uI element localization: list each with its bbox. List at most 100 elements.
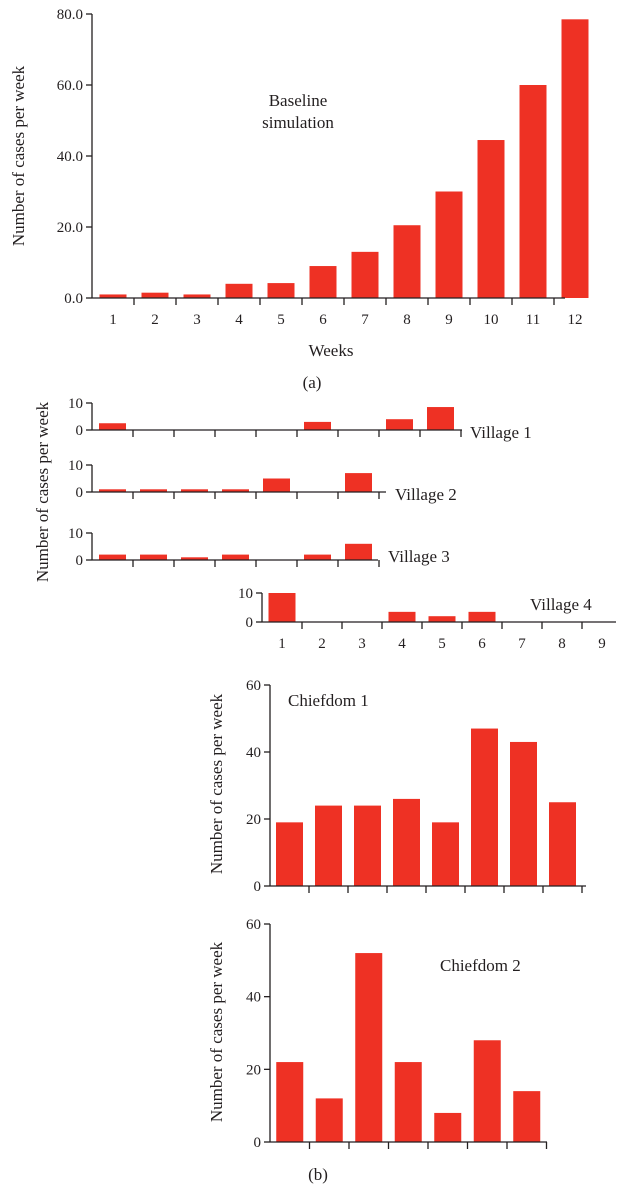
- baseline-y-tick-label-3: 60.0: [57, 78, 83, 94]
- village-2-bar-3: [181, 489, 208, 492]
- baseline-bar-11: [519, 85, 547, 298]
- chiefdom-1-y-tick-label-0: 0: [254, 879, 262, 895]
- village-1-bar-8: [386, 419, 413, 430]
- panel-b-label: (b): [308, 1165, 328, 1184]
- baseline-x-axis-label: Weeks: [309, 341, 354, 360]
- village-4-x-tick-label-2: 2: [318, 636, 326, 652]
- baseline-x-tick-label-3: 3: [193, 312, 201, 328]
- chiefdom-1-y-tick-label-2: 40: [246, 745, 261, 761]
- village-4-bar-6: [468, 611, 496, 622]
- village-4-y-tick-label-1: 10: [238, 586, 253, 602]
- baseline-y-tick-label-0: 0.0: [64, 291, 83, 307]
- baseline-y-tick-label-2: 40.0: [57, 149, 83, 165]
- chiefdom-2-bar-7: [513, 1091, 541, 1142]
- baseline-x-tick-label-1: 1: [109, 312, 117, 328]
- baseline-y-axis-label: Number of cases per week: [9, 65, 28, 246]
- village-3-y-tick-label-1: 10: [68, 526, 83, 542]
- village-2-bar-2: [140, 489, 167, 492]
- chiefdom-2-bar-2: [315, 1098, 343, 1142]
- village-1-y-tick-label-0: 0: [76, 423, 84, 439]
- baseline-x-tick-label-7: 7: [361, 312, 369, 328]
- village-4-bar-4: [388, 611, 416, 622]
- village-2-y-tick-label-0: 0: [76, 485, 84, 501]
- baseline-bar-12: [561, 19, 589, 298]
- baseline-x-tick-label-6: 6: [319, 312, 327, 328]
- baseline-x-tick-label-4: 4: [235, 312, 243, 328]
- village-4-x-tick-label-3: 3: [358, 636, 366, 652]
- baseline-bar-9: [435, 191, 463, 298]
- baseline-x-tick-label-12: 12: [568, 312, 583, 328]
- village-4-x-tick-label-4: 4: [398, 636, 406, 652]
- baseline-bar-8: [393, 225, 421, 298]
- village-4-x-tick-label-1: 1: [278, 636, 286, 652]
- chiefdom-1-bar-7: [510, 741, 537, 886]
- village-3-bar-2: [140, 554, 167, 560]
- chiefdom-2-y-tick-label-1: 20: [246, 1062, 261, 1078]
- chiefdom-1-annotation: Chiefdom 1: [288, 691, 369, 710]
- villages-y-axis-label: Number of cases per week: [33, 401, 52, 582]
- chiefdom-2-y-tick-label-2: 40: [246, 990, 261, 1006]
- village-2-bar-7: [345, 473, 372, 492]
- village-2-annotation: Village 2: [395, 485, 457, 504]
- baseline-bar-2: [141, 292, 169, 298]
- village-1-bar-9: [427, 407, 454, 430]
- village-3-bar-1: [99, 554, 126, 560]
- chiefdom-2-y-tick-label-3: 60: [246, 917, 261, 933]
- baseline-x-tick-label-11: 11: [526, 312, 540, 328]
- village-2-bar-5: [263, 478, 290, 492]
- chiefdom-1-bar-3: [354, 805, 381, 886]
- village-4-x-tick-label-7: 7: [518, 636, 526, 652]
- baseline-bar-4: [225, 283, 253, 298]
- village-3-y-tick-label-0: 0: [76, 553, 84, 569]
- chiefdom-1-bar-5: [432, 822, 459, 886]
- chiefdom-1-bar-4: [393, 798, 420, 886]
- village-1-y-tick-label-1: 10: [68, 396, 83, 412]
- chiefdom-2-bar-4: [394, 1062, 422, 1142]
- village-2-bar-4: [222, 489, 249, 492]
- village-1-annotation: Village 1: [470, 423, 532, 442]
- chiefdom-2-y-tick-label-0: 0: [254, 1135, 262, 1151]
- baseline-bar-1: [99, 294, 127, 298]
- panel-a-label: (a): [303, 373, 322, 392]
- baseline-y-tick-label-1: 20.0: [57, 220, 83, 236]
- village-2-bar-1: [99, 489, 126, 492]
- baseline-annotation: Baseline: [269, 91, 328, 110]
- village-2-y-tick-label-1: 10: [68, 458, 83, 474]
- chiefdom-1-y-tick-label-1: 20: [246, 812, 261, 828]
- baseline-x-tick-label-9: 9: [445, 312, 453, 328]
- baseline-annotation-1: simulation: [262, 113, 334, 132]
- village-3-annotation: Village 3: [388, 547, 450, 566]
- chiefdom-2-y-axis-label: Number of cases per week: [207, 941, 226, 1122]
- baseline-x-tick-label-8: 8: [403, 312, 411, 328]
- village-4-x-tick-label-6: 6: [478, 636, 486, 652]
- baseline-x-tick-label-2: 2: [151, 312, 159, 328]
- village-1-bar-1: [99, 423, 126, 430]
- baseline-bar-6: [309, 266, 337, 298]
- village-4-bar-5: [428, 616, 456, 622]
- chiefdom-1-y-axis-label: Number of cases per week: [207, 693, 226, 874]
- village-3-bar-4: [222, 554, 249, 560]
- village-4-y-tick-label-0: 0: [246, 615, 254, 631]
- baseline-bar-7: [351, 251, 379, 298]
- village-3-bar-6: [304, 554, 331, 560]
- village-1-bar-6: [304, 421, 331, 430]
- village-4-annotation: Village 4: [530, 595, 592, 614]
- baseline-bar-5: [267, 283, 295, 298]
- village-4-bar-1: [268, 593, 296, 622]
- baseline-bar-10: [477, 140, 505, 298]
- chiefdom-2-bar-3: [355, 953, 383, 1142]
- chiefdom-1-y-tick-label-3: 60: [246, 678, 261, 694]
- village-4-x-tick-label-5: 5: [438, 636, 446, 652]
- baseline-bar-3: [183, 294, 211, 298]
- chiefdom-2-bar-5: [434, 1112, 462, 1142]
- village-4-x-tick-label-8: 8: [558, 636, 566, 652]
- chiefdom-2-bar-1: [276, 1062, 304, 1142]
- chiefdom-1-bar-8: [549, 802, 576, 886]
- village-4-x-tick-label-9: 9: [598, 636, 606, 652]
- baseline-x-tick-label-5: 5: [277, 312, 285, 328]
- village-3-bar-3: [181, 557, 208, 560]
- village-3-bar-7: [345, 543, 372, 560]
- baseline-y-tick-label-4: 80.0: [57, 7, 83, 23]
- baseline-x-tick-label-10: 10: [484, 312, 499, 328]
